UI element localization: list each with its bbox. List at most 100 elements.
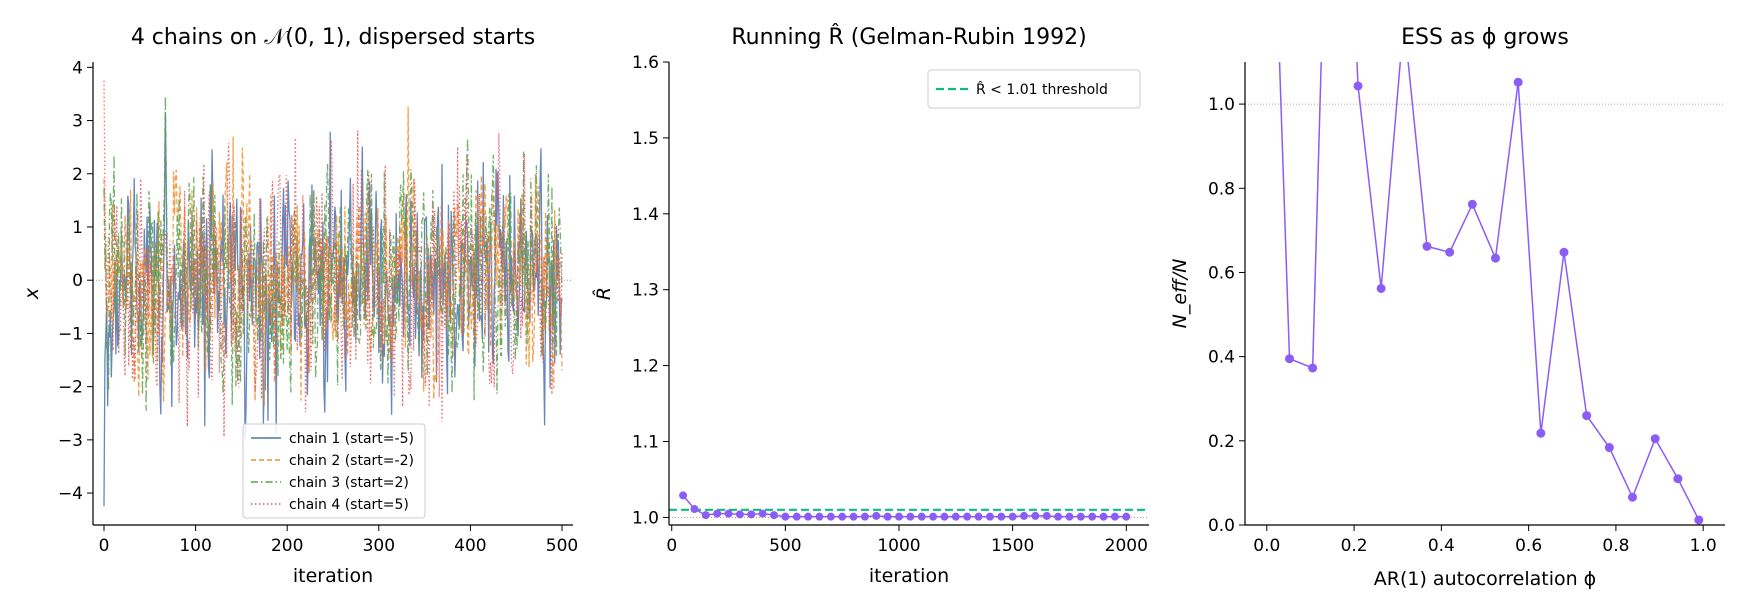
chart-title: ESS as ϕ grows xyxy=(1401,25,1569,50)
ess-point xyxy=(1308,363,1318,373)
ess-point xyxy=(1467,199,1477,209)
x-tick-label: 300 xyxy=(363,536,395,556)
x-tick-label: 200 xyxy=(271,536,303,556)
chain-trace-2 xyxy=(103,106,563,407)
panel-ess: ESS as ϕ grows AR(1) autocorrelation ϕ N_e… xyxy=(1169,25,1725,590)
y-tick-label: 0.2 xyxy=(1208,432,1235,452)
x-tick-label: 1.0 xyxy=(1690,536,1717,556)
y-tick-label: 0.4 xyxy=(1208,348,1235,368)
rhat-point xyxy=(929,512,938,521)
ess-point xyxy=(1559,247,1569,257)
ess-point xyxy=(1353,81,1363,91)
rhat-point xyxy=(1065,512,1074,521)
ess-point xyxy=(1582,411,1592,421)
legend-label: chain 4 (start=5) xyxy=(289,497,409,513)
ess-point xyxy=(1490,253,1500,263)
rhat-point xyxy=(1031,511,1040,520)
rhat-point xyxy=(872,511,881,520)
y-tick-label: −2 xyxy=(58,378,83,398)
rhat-point xyxy=(690,505,699,514)
x-tick-label: 0.4 xyxy=(1428,536,1455,556)
y-tick-label: 0.8 xyxy=(1208,179,1235,199)
y-tick-label: 1.5 xyxy=(632,129,659,149)
legend-label: chain 3 (start=2) xyxy=(289,475,409,491)
ess-point xyxy=(1627,492,1637,502)
rhat-point xyxy=(860,512,869,521)
x-axis-label: AR(1) autocorrelation ϕ xyxy=(1374,568,1596,590)
y-tick-label: 1 xyxy=(72,218,83,238)
legend-label: R̂ < 1.01 threshold xyxy=(976,81,1108,98)
rhat-point xyxy=(724,509,733,518)
y-tick-label: 2 xyxy=(72,165,83,185)
panel-chain-traces: 4 chains on 𝒩(0, 1), dispersed starts ite… xyxy=(21,25,578,587)
rhat-point xyxy=(1122,512,1131,521)
y-tick-label: 1.1 xyxy=(632,433,659,453)
legend-box xyxy=(927,69,1141,109)
rhat-point xyxy=(804,512,813,521)
x-tick-label: 0 xyxy=(666,536,677,556)
ess-point xyxy=(1694,515,1704,525)
traces-group xyxy=(103,80,563,507)
chart-title: Running R̂ (Gelman-Rubin 1992) xyxy=(731,24,1086,50)
y-tick-label: 1.6 xyxy=(632,53,659,73)
legend-box xyxy=(242,423,426,519)
y-tick-label: −1 xyxy=(58,324,83,344)
y-tick-label: −4 xyxy=(58,484,83,504)
y-tick-label: 1.0 xyxy=(1208,95,1235,115)
rhat-point xyxy=(985,512,994,521)
rhat-point xyxy=(951,512,960,521)
x-tick-label: 500 xyxy=(769,536,801,556)
rhat-point xyxy=(792,512,801,521)
y-tick-label: 0.0 xyxy=(1208,516,1235,536)
x-tick-label: 1000 xyxy=(877,536,920,556)
rhat-point xyxy=(849,512,858,521)
y-tick-label: 3 xyxy=(72,112,83,132)
chart-title: 4 chains on 𝒩(0, 1), dispersed starts xyxy=(131,25,535,50)
y-axis-label: N_eff/N xyxy=(1169,259,1191,329)
panel-running-rhat: Running R̂ (Gelman-Rubin 1992) iteration R… xyxy=(593,24,1149,587)
ess-point xyxy=(1673,474,1683,484)
rhat-point xyxy=(679,491,688,500)
x-tick-label: 500 xyxy=(546,536,578,556)
rhat-point xyxy=(1110,512,1119,521)
x-tick-label: 0.6 xyxy=(1515,536,1542,556)
y-tick-label: 1.3 xyxy=(632,281,659,301)
rhat-point xyxy=(826,512,835,521)
rhat-point xyxy=(701,511,710,520)
ess-point xyxy=(1285,354,1295,364)
rhat-point xyxy=(838,512,847,521)
y-axis-label: R̂ xyxy=(593,287,615,300)
x-axis-label: iteration xyxy=(869,565,949,587)
x-tick-label: 2000 xyxy=(1105,536,1148,556)
rhat-point xyxy=(997,512,1006,521)
rhat-point xyxy=(815,512,824,521)
chain-trace-3 xyxy=(103,96,563,411)
rhat-point xyxy=(1076,512,1085,521)
rhat-point xyxy=(770,511,778,520)
rhat-point xyxy=(917,512,926,521)
rhat-point xyxy=(895,512,903,521)
rhat-point xyxy=(1020,511,1028,520)
rhat-point xyxy=(713,509,722,518)
rhat-point xyxy=(1099,512,1108,521)
ess-point xyxy=(1445,247,1455,257)
ess-point xyxy=(1422,241,1432,251)
x-tick-label: 0 xyxy=(99,536,110,556)
rhat-point xyxy=(940,512,949,521)
legend-label: chain 2 (start=-2) xyxy=(289,453,414,469)
ess-point xyxy=(1650,434,1660,444)
rhat-point xyxy=(1054,512,1063,521)
ess-point xyxy=(1513,77,1523,87)
x-tick-label: 0.2 xyxy=(1341,536,1368,556)
ess-group xyxy=(1278,62,1704,525)
legend-label: chain 1 (start=-5) xyxy=(289,431,414,447)
rhat-point xyxy=(1088,512,1097,521)
ess-point xyxy=(1604,443,1614,453)
ess-point xyxy=(1536,428,1546,438)
y-tick-label: 4 xyxy=(72,58,83,78)
y-tick-label: 1.0 xyxy=(632,508,659,528)
rhat-line xyxy=(682,494,1127,518)
x-axis-label: iteration xyxy=(293,565,373,587)
rhat-point xyxy=(1008,512,1017,521)
